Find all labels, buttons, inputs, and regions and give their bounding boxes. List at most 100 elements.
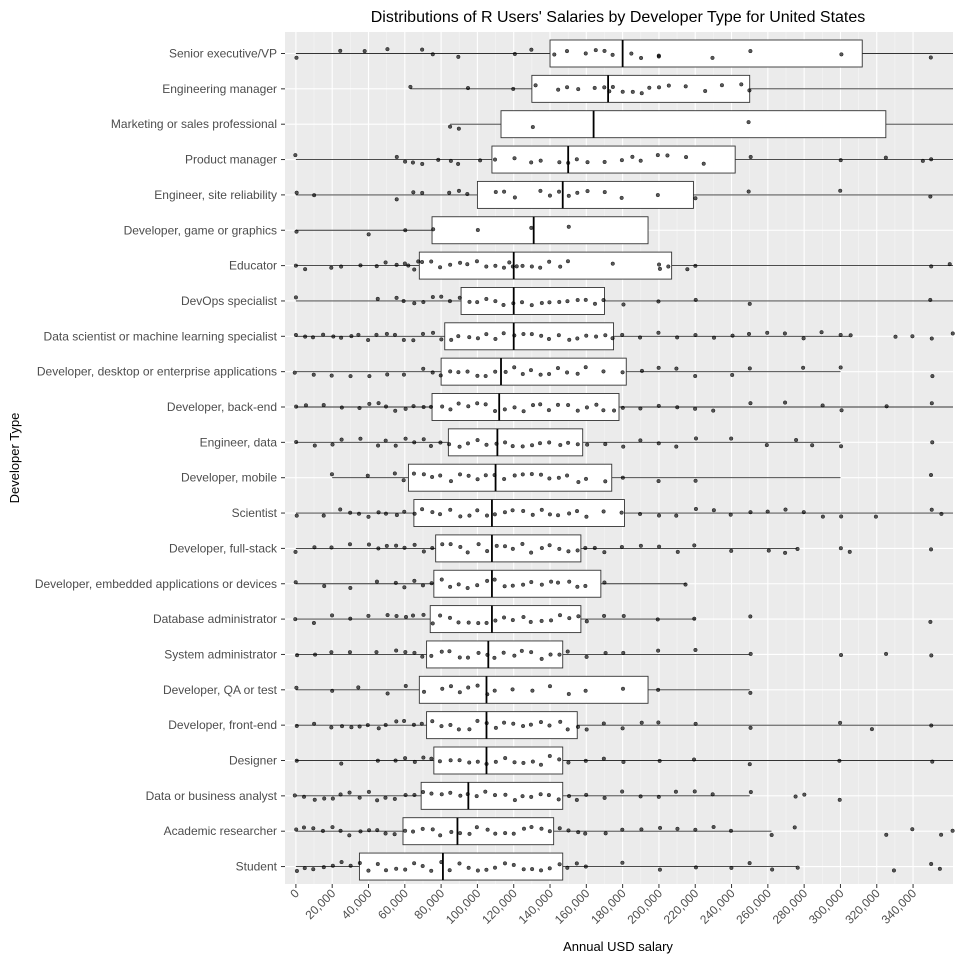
data-point	[512, 156, 517, 161]
y-tick-label: Engineering manager	[162, 82, 277, 96]
data-point	[538, 792, 543, 797]
data-point	[411, 190, 416, 195]
data-point	[384, 543, 389, 548]
data-point	[638, 438, 643, 443]
data-point	[366, 232, 371, 237]
box-group	[293, 145, 953, 174]
data-point	[801, 510, 806, 515]
data-point	[575, 548, 580, 553]
data-point	[693, 263, 698, 268]
y-tick-label: Developer, desktop or enterprise applica…	[37, 365, 277, 379]
data-point	[493, 865, 498, 870]
box-group	[292, 781, 842, 810]
data-point	[292, 793, 297, 798]
data-point	[458, 472, 463, 477]
data-point	[466, 404, 471, 409]
data-point	[575, 408, 580, 413]
data-point	[438, 613, 443, 618]
data-point	[375, 828, 380, 833]
data-point	[348, 510, 353, 515]
data-point	[384, 331, 389, 336]
data-point	[439, 792, 444, 797]
y-tick-label: Senior executive/VP	[169, 47, 277, 61]
data-point	[693, 406, 698, 411]
data-point	[638, 794, 643, 799]
data-point	[820, 514, 825, 519]
data-point	[484, 442, 489, 447]
data-point	[519, 648, 524, 653]
data-point	[448, 684, 453, 689]
data-point	[310, 335, 315, 340]
data-point	[507, 260, 512, 265]
data-point	[656, 54, 661, 59]
data-point	[557, 546, 562, 551]
data-point	[408, 84, 413, 89]
data-point	[294, 685, 299, 690]
data-point	[429, 868, 434, 873]
data-point	[684, 155, 689, 160]
data-point	[439, 294, 444, 299]
data-point	[869, 727, 874, 732]
data-point	[575, 371, 580, 376]
box-iqr	[460, 287, 605, 315]
data-point	[412, 511, 417, 516]
data-point	[376, 401, 381, 406]
data-point	[683, 84, 688, 89]
data-point	[430, 510, 435, 515]
data-point	[348, 374, 353, 379]
data-point	[819, 330, 824, 335]
y-tick-label: Engineer, data	[200, 435, 278, 449]
x-tick-label: 300,000	[806, 886, 847, 927]
data-point	[449, 829, 454, 834]
data-point	[302, 794, 307, 799]
data-point	[575, 298, 580, 303]
data-point	[538, 720, 543, 725]
data-point	[529, 160, 534, 165]
data-point	[347, 833, 352, 838]
data-point	[357, 861, 362, 866]
data-point	[329, 650, 334, 655]
data-point	[392, 332, 397, 337]
data-point	[692, 789, 697, 794]
data-point	[657, 266, 662, 271]
data-point	[403, 793, 408, 798]
box-iqr	[413, 499, 625, 527]
data-point	[502, 584, 507, 589]
y-tick-label: Developer, mobile	[181, 471, 277, 485]
data-point	[403, 436, 408, 441]
data-point	[321, 513, 326, 518]
data-point	[338, 48, 343, 53]
data-point	[421, 300, 426, 305]
data-point	[566, 549, 571, 554]
box-group	[294, 711, 953, 740]
box-iqr	[426, 640, 564, 669]
data-point	[602, 190, 607, 195]
y-tick-label: Educator	[229, 259, 277, 273]
data-point	[311, 372, 316, 377]
box-iqr	[440, 357, 627, 386]
data-point	[769, 832, 774, 837]
data-point	[394, 262, 399, 267]
data-point	[703, 89, 708, 94]
data-point	[293, 295, 298, 300]
data-point	[402, 509, 407, 514]
data-point	[366, 613, 371, 618]
data-point	[950, 828, 955, 833]
data-point	[483, 473, 488, 478]
data-point	[429, 581, 434, 586]
data-point	[475, 300, 480, 305]
data-point	[501, 650, 506, 655]
data-point	[576, 830, 581, 835]
data-point	[528, 368, 533, 373]
data-point	[521, 826, 526, 831]
data-point	[575, 336, 580, 341]
data-point	[330, 613, 335, 618]
data-point	[502, 544, 507, 549]
data-point	[294, 404, 299, 409]
data-point	[458, 514, 463, 519]
data-point	[410, 160, 415, 165]
data-point	[929, 507, 934, 512]
data-point	[412, 759, 417, 764]
data-point	[929, 264, 934, 269]
data-point	[602, 159, 607, 164]
